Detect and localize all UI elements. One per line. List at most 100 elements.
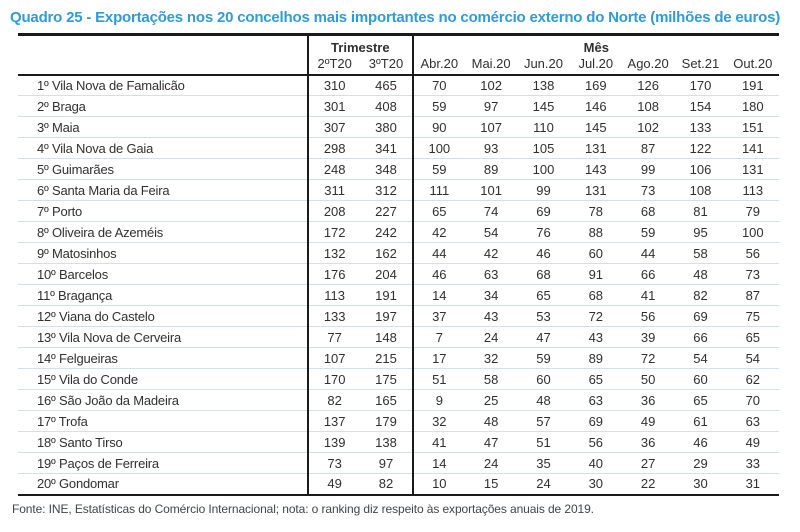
- value-cell: 179: [360, 410, 413, 432]
- table-row: 15º Vila do Conde 170 175 51 58 60 65 50…: [18, 368, 779, 390]
- value-cell: 72: [621, 347, 675, 369]
- value-cell: 47: [464, 431, 518, 453]
- value-cell: 43: [464, 305, 518, 327]
- value-cell: 73: [726, 263, 779, 285]
- value-cell: 10: [411, 473, 465, 495]
- value-cell: 91: [569, 263, 622, 285]
- value-cell: 310: [306, 74, 361, 96]
- value-cell: 101: [464, 179, 518, 201]
- value-cell: 105: [517, 137, 570, 159]
- value-cell: 113: [306, 284, 361, 306]
- row-label: 2º Braga: [18, 95, 308, 117]
- value-cell: 380: [360, 116, 413, 138]
- table-row: 18º Santo Tirso 139 138 41 47 51 56 36 4…: [18, 431, 779, 453]
- value-cell: 24: [536, 476, 551, 492]
- value-cell: 204: [360, 263, 413, 285]
- col-header-2t20: 2ºT20: [306, 55, 361, 76]
- value-cell: 111: [411, 179, 465, 201]
- value-cell: 69: [517, 200, 570, 222]
- value-cell: 133: [306, 305, 361, 327]
- value-cell: 14: [411, 284, 465, 306]
- table-row: 14º Felgueiras 107 215 17 32 59 89 72 54…: [18, 347, 779, 369]
- value-cell: 180: [726, 95, 779, 117]
- value-cell: 70: [726, 389, 779, 411]
- value-cell: 42: [411, 221, 465, 243]
- value-cell: 60: [569, 242, 622, 264]
- value-cell: 138: [517, 74, 570, 96]
- value-cell: 59: [411, 95, 465, 117]
- value-cell: 99: [517, 179, 570, 201]
- value-cell: 27: [621, 452, 675, 474]
- value-cell: 14: [411, 452, 465, 474]
- corner-cell: [18, 35, 308, 56]
- value-cell: 48: [517, 389, 570, 411]
- table-row: 17º Trofa 137 179 32 48 57 69 49 61 63: [18, 410, 779, 432]
- corner-cell: [18, 55, 308, 76]
- value-cell: 113: [726, 179, 779, 201]
- value-cell: 108: [621, 95, 675, 117]
- value-cell: 132: [306, 242, 361, 264]
- value-cell: 79: [726, 200, 779, 222]
- col-header-jun20: Jun.20: [517, 55, 570, 76]
- value-cell: 227: [360, 200, 413, 222]
- source-note: Fonte: INE, Estatísticas do Comércio Int…: [12, 501, 594, 516]
- value-cell: 68: [569, 284, 622, 306]
- value-cell: 154: [674, 95, 727, 117]
- value-cell: 66: [621, 263, 675, 285]
- value-cell: 30: [588, 476, 604, 492]
- value-cell: 408: [360, 95, 413, 117]
- value-cell: 90: [411, 116, 465, 138]
- value-cell: 82: [378, 476, 394, 492]
- value-cell: 145: [569, 116, 622, 138]
- value-cell: 82: [306, 389, 361, 411]
- value-cell: 53: [517, 305, 570, 327]
- value-cell: 137: [306, 410, 361, 432]
- value-cell: 312: [360, 179, 413, 201]
- value-cell: 242: [360, 221, 413, 243]
- table-body: 1º Vila Nova de Famalicão 310 465 70 102…: [18, 74, 779, 495]
- value-cell: 59: [411, 158, 465, 180]
- col-header-set21: Set.21: [674, 55, 727, 76]
- value-cell: 54: [674, 347, 727, 369]
- value-cell: 82: [674, 284, 727, 306]
- value-cell: 175: [360, 368, 413, 390]
- table-row: 19º Paços de Ferreira 73 97 14 24 35 40 …: [18, 452, 779, 474]
- row-label: 7º Porto: [18, 200, 308, 222]
- col-header-out20: Out.20: [726, 55, 779, 76]
- row-label: 17º Trofa: [18, 410, 308, 432]
- value-cell: 43: [569, 326, 622, 348]
- group-header-mes: Mês: [411, 34, 779, 56]
- row-label: 20º Gondomar: [37, 476, 119, 492]
- value-cell: 131: [726, 158, 779, 180]
- table-row: 6º Santa Maria da Feira 311 312 111 101 …: [18, 179, 779, 201]
- value-cell: 93: [464, 137, 518, 159]
- value-cell: 24: [464, 452, 518, 474]
- table-row: 20º Gondomar 49 82 10 15 24 30 22 30 31: [18, 473, 779, 495]
- value-cell: 32: [411, 410, 465, 432]
- value-cell: 49: [306, 473, 361, 495]
- value-cell: 100: [726, 221, 779, 243]
- value-cell: 29: [674, 452, 727, 474]
- value-cell: 51: [517, 431, 570, 453]
- value-cell: 110: [517, 116, 570, 138]
- row-label: 18º Santo Tirso: [18, 431, 308, 453]
- value-cell: 146: [569, 95, 622, 117]
- row-label: 8º Oliveira de Azeméis: [18, 221, 308, 243]
- value-cell: 151: [726, 116, 779, 138]
- value-cell: 31: [745, 476, 761, 492]
- value-cell: 62: [726, 368, 779, 390]
- table-row: 10º Barcelos 176 204 46 63 68 91 66 48 7…: [18, 263, 779, 285]
- value-cell: 54: [726, 347, 779, 369]
- table-title: Quadro 25 - Exportações nos 20 concelhos…: [10, 9, 781, 26]
- table-row: 11º Bragança 113 191 14 34 65 68 41 82 8…: [18, 284, 779, 306]
- value-cell: 65: [569, 368, 622, 390]
- value-cell: 99: [621, 158, 675, 180]
- group-header-trimestre: Trimestre: [307, 34, 413, 56]
- value-cell: 108: [674, 179, 727, 201]
- value-cell: 138: [360, 431, 413, 453]
- value-cell: 46: [411, 263, 465, 285]
- value-cell: 311: [306, 179, 361, 201]
- value-cell: 63: [726, 410, 779, 432]
- table-row: 5º Guimarães 248 348 59 89 100 143 99 10…: [18, 158, 779, 180]
- row-label: 6º Santa Maria da Feira: [18, 179, 308, 201]
